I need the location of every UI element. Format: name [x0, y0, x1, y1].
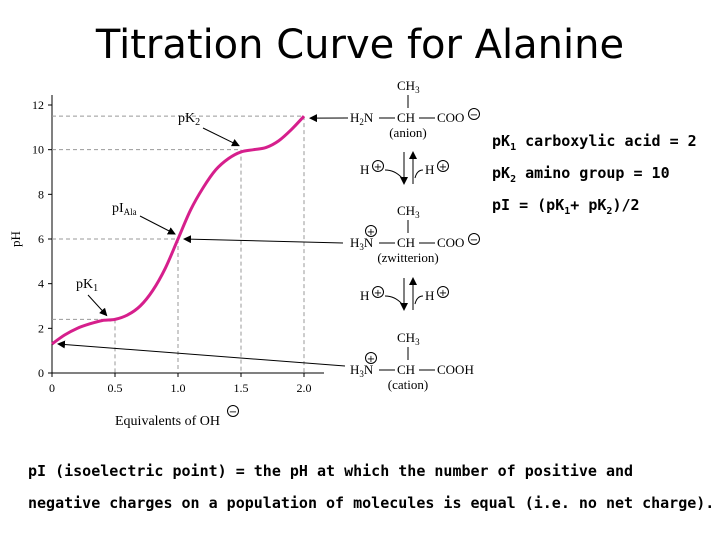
proton-left: H	[360, 162, 369, 177]
titration-curve	[51, 115, 306, 346]
proton-right: H	[425, 162, 434, 177]
exchange-curve	[414, 169, 424, 179]
alpha-carbon: CH	[397, 362, 415, 377]
alpha-carbon: CH	[397, 110, 415, 125]
chart-labels: pK2 pIAla pK1	[57, 111, 349, 367]
exchange-curve	[384, 295, 403, 305]
amine-group: H3N	[350, 235, 374, 252]
methyl-group: CH3	[397, 80, 420, 95]
exchange-curve	[384, 169, 403, 179]
cation-structure: CH3 H3N+ CH COOH (cation)	[350, 330, 474, 392]
subscript: 3	[359, 242, 364, 252]
proton-exchange-bottom: H + H +	[360, 277, 449, 311]
charge-circle	[227, 405, 239, 417]
subscript: 3	[415, 337, 420, 347]
methyl-group: CH3	[397, 203, 420, 220]
charge-circle	[437, 286, 449, 298]
x-axis-label: Equivalents of OH	[115, 414, 220, 429]
x-tick-label: 2.0	[297, 381, 312, 395]
y-tick-label: 4	[38, 277, 44, 291]
carboxyl-group: COOH	[437, 362, 474, 377]
alpha-carbon: CH	[397, 235, 415, 250]
x-tick-label: 1.5	[234, 381, 249, 395]
x-tick-label: 0	[49, 381, 55, 395]
form-label: (cation)	[388, 377, 428, 392]
pk2-arrow	[202, 127, 240, 147]
y-tick-label: 6	[38, 232, 44, 246]
subscript: 1	[93, 283, 98, 294]
charge-circle	[365, 225, 377, 237]
pk2-label: pK2	[178, 111, 200, 128]
charge-circle	[468, 108, 480, 120]
x-tick-label: 1.0	[171, 381, 186, 395]
amine-group: H2N	[350, 110, 374, 127]
charge-sign: +	[439, 288, 447, 299]
zwitterion-structure: CH3 H3N+ CH COO − (zwitterion)	[350, 203, 480, 265]
proton-exchange-top: H + H +	[360, 151, 449, 185]
pk2-note: pK2 amino group = 10	[492, 164, 670, 185]
subscript: 2	[195, 117, 200, 128]
pi-formula: pI = (pK1+ pK2)/2	[492, 196, 640, 217]
charge-circle	[365, 352, 377, 364]
pi-definition-line-1: pI (isoelectric point) = the pH at which…	[28, 462, 634, 480]
methyl-group: CH3	[397, 330, 420, 347]
charge-sign: −	[470, 235, 478, 246]
carboxyl-group: COO	[437, 110, 464, 125]
y-tick-label: 0	[38, 366, 44, 380]
charge-circle	[437, 160, 449, 172]
pi-ala-label: pIAla	[112, 201, 137, 217]
guide-lines	[52, 115, 305, 373]
charge-sign: +	[367, 354, 375, 365]
subscript: 3	[415, 85, 420, 95]
proton-right: H	[425, 288, 434, 303]
pi-arrow	[139, 215, 176, 235]
pk1-label: pK1	[76, 277, 98, 294]
charge-sign: −	[470, 110, 478, 121]
subscript: Ala	[124, 207, 137, 217]
zwitterion-arrow	[183, 235, 344, 244]
charge-circle	[372, 286, 384, 298]
form-label: (zwitterion)	[377, 250, 438, 265]
amine-group: H3N	[350, 362, 374, 379]
y-tick-label: 10	[32, 143, 44, 157]
slide-title: Titration Curve for Alanine	[95, 22, 625, 68]
charge-sign: +	[374, 162, 382, 173]
charge-circle	[468, 233, 480, 245]
subscript: 3	[359, 369, 364, 379]
cation-arrow	[57, 340, 346, 367]
charge-circle	[372, 160, 384, 172]
charge-sign: −	[229, 407, 237, 418]
pi-definition-line-2: negative charges on a population of mole…	[28, 494, 715, 512]
carboxyl-group: COO	[437, 235, 464, 250]
x-tick-label: 0.5	[108, 381, 123, 395]
anion-structure: CH3 H2N CH COO − (anion)	[350, 80, 480, 140]
pk1-arrow	[87, 294, 108, 317]
y-tick-label: 8	[38, 187, 44, 201]
charge-sign: +	[374, 288, 382, 299]
proton-left: H	[360, 288, 369, 303]
exchange-curve	[414, 295, 424, 305]
nitrogen: N	[364, 362, 374, 377]
nitrogen: N	[364, 235, 374, 250]
pk1-note: pK1 carboxylic acid = 2	[492, 132, 697, 153]
subscript: 3	[415, 210, 420, 220]
subscript: 2	[359, 117, 364, 127]
y-tick-label: 2	[38, 321, 44, 335]
form-label: (anion)	[389, 125, 427, 140]
nitrogen: N	[364, 110, 374, 125]
charge-sign: +	[439, 162, 447, 173]
y-axis-label: pH	[8, 231, 23, 247]
charge-sign: +	[367, 227, 375, 238]
y-tick-label: 12	[32, 98, 44, 112]
